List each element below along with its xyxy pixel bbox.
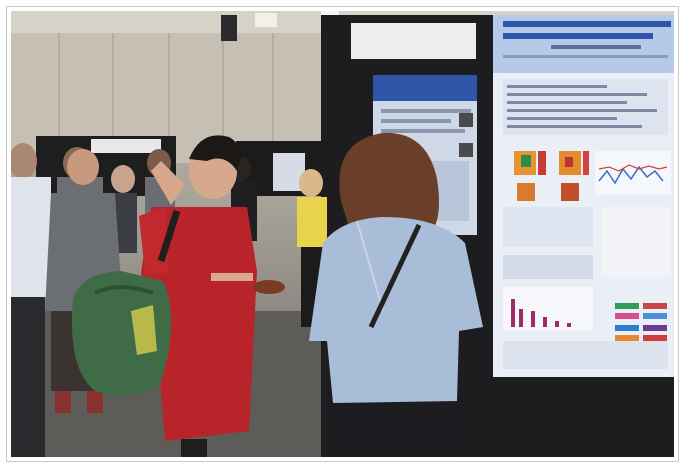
brown-hair xyxy=(339,132,439,233)
board-light-panel xyxy=(351,23,476,59)
person-left-edge xyxy=(11,143,51,457)
poster-session-scene xyxy=(11,11,674,457)
bar-chart xyxy=(503,287,593,331)
yellow-shirt-person xyxy=(297,197,327,247)
booth-sign xyxy=(91,139,161,153)
heatmap-4 xyxy=(561,183,579,201)
short-black-hair xyxy=(189,135,241,171)
green-backpack xyxy=(71,209,181,396)
color-legend xyxy=(615,303,667,341)
person-blue-shirt xyxy=(309,132,483,457)
cup-and-saucer xyxy=(253,280,285,294)
red-dress xyxy=(141,207,257,441)
heatmap-3 xyxy=(517,183,535,201)
blue-shirt xyxy=(309,217,483,403)
person-red-dress xyxy=(139,135,285,457)
main-poster xyxy=(493,15,674,377)
line-plot xyxy=(595,151,671,195)
conference-photo xyxy=(11,11,674,457)
wall-panels xyxy=(58,33,274,151)
bag-strap xyxy=(368,223,422,329)
spotlight xyxy=(221,15,237,41)
photo-frame xyxy=(6,6,679,462)
ceiling-light xyxy=(255,13,277,27)
